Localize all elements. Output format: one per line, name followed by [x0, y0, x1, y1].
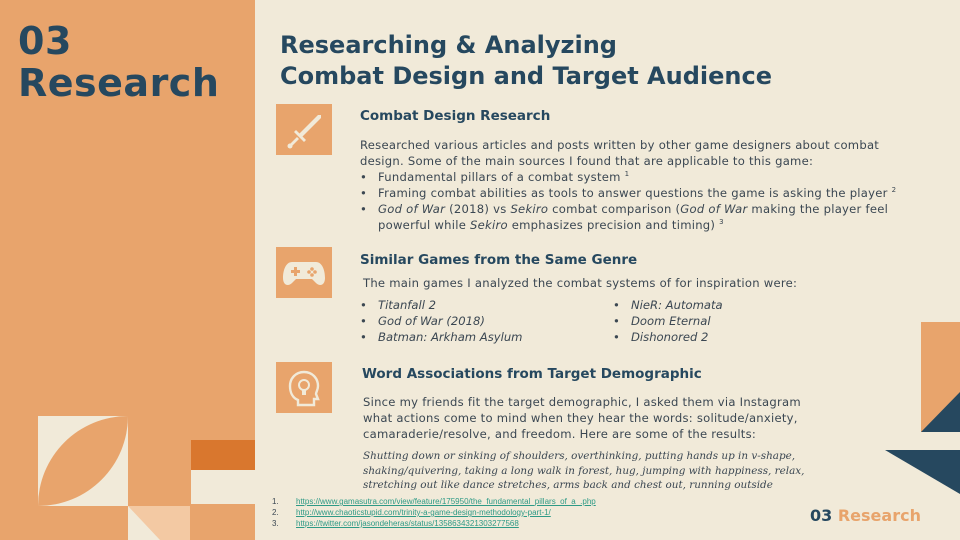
combat-section-title: Combat Design Research [360, 108, 551, 124]
words-section-body: Since my friends fit the target demograp… [363, 394, 863, 442]
quote-line-2: shaking/quivering, taking a long walk in… [363, 464, 805, 477]
footer-section: Research [837, 506, 921, 525]
list-item: Framing combat abilities as tools to ans… [360, 185, 930, 201]
list-item: Fundamental pillars of a combat system 1 [360, 169, 930, 185]
games-section-title: Similar Games from the Same Genre [360, 252, 638, 268]
words-line-3: camaraderie/resolve, and freedom. Here a… [363, 427, 757, 441]
quote-line-1: Shutting down or sinking of shoulders, o… [363, 450, 796, 462]
quote-line-3: stretching out like dance stretches, arm… [363, 479, 773, 491]
decorative-shapes-right [885, 322, 960, 494]
list-item: God of War (2018) [360, 313, 522, 329]
section-number: 03 [18, 19, 72, 63]
games-list-right: NieR: Automata Doom Eternal Dishonored 2 [613, 297, 723, 345]
lightbulb-icon-box [276, 362, 332, 413]
footer-number: 03 [810, 506, 833, 525]
footnote-1: 1. https://www.gamasutra.com/view/featur… [272, 497, 596, 506]
footer-label: 03 Research [810, 506, 921, 525]
words-line-1: Since my friends fit the target demograp… [363, 395, 801, 409]
games-intro: The main games I analyzed the combat sys… [363, 276, 798, 290]
lightbulb-head-icon [288, 370, 320, 406]
section-title: 03 Research [18, 20, 219, 104]
footnote-link[interactable]: http://www.chaoticstupid.com/trinity-a-g… [296, 508, 551, 517]
results-quote: Shutting down or sinking of shoulders, o… [363, 449, 853, 493]
list-item: God of War (2018) vs Sekiro combat compa… [360, 201, 930, 233]
footnote-3: 3. https://twitter.com/jasondeheras/stat… [272, 519, 519, 528]
section-name: Research [18, 61, 220, 105]
list-item: Dishonored 2 [613, 329, 723, 345]
combat-intro-line-2: design. Some of the main sources I found… [360, 154, 814, 168]
words-section-title: Word Associations from Target Demographi… [362, 366, 702, 382]
page-heading: Researching & Analyzing Combat Design an… [280, 30, 772, 92]
sword-icon [287, 114, 321, 148]
words-line-2: what actions come to mind when they hear… [363, 411, 798, 425]
footnote-link[interactable]: https://www.gamasutra.com/view/feature/1… [296, 497, 596, 506]
list-item: Titanfall 2 [360, 297, 522, 313]
combat-section-body: Researched various articles and posts wr… [360, 137, 930, 233]
footnote-2: 2. http://www.chaoticstupid.com/trinity-… [272, 508, 551, 517]
list-item: NieR: Automata [613, 297, 723, 313]
list-item: Doom Eternal [613, 313, 723, 329]
combat-intro-line-1: Researched various articles and posts wr… [360, 138, 880, 152]
footnote-link[interactable]: https://twitter.com/jasondeheras/status/… [296, 519, 519, 528]
heading-line-2: Combat Design and Target Audience [280, 62, 772, 90]
combat-sources-list: Fundamental pillars of a combat system 1… [360, 169, 930, 233]
footnotes: 1. https://www.gamasutra.com/view/featur… [272, 496, 596, 529]
sword-icon-box [276, 104, 332, 155]
heading-line-1: Researching & Analyzing [280, 31, 617, 59]
games-list-left: Titanfall 2 God of War (2018) Batman: Ar… [360, 297, 522, 345]
list-item: Batman: Arkham Asylum [360, 329, 522, 345]
gamepad-icon [283, 261, 325, 285]
gamepad-icon-box [276, 247, 332, 298]
decorative-shapes-left [38, 416, 255, 540]
